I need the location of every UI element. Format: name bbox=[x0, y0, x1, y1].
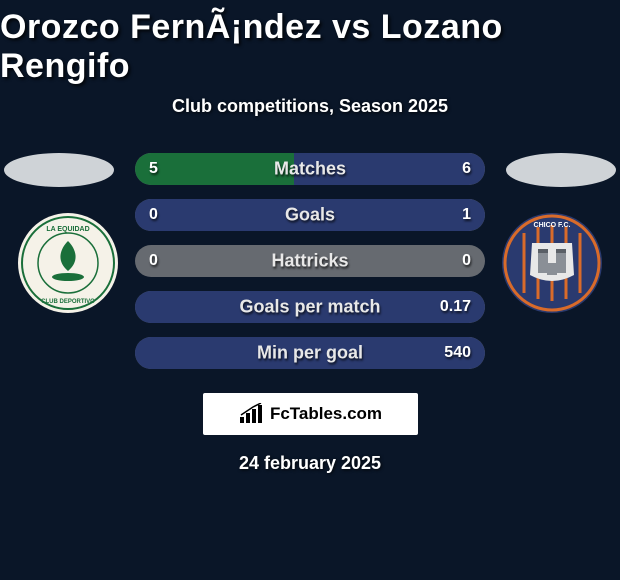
stat-label: Matches bbox=[274, 159, 346, 180]
stat-bar: 0.17 Goals per match bbox=[135, 291, 485, 323]
stat-fill-left bbox=[135, 153, 294, 185]
stat-bar: 0 1 Goals bbox=[135, 199, 485, 231]
stat-value-left: 5 bbox=[149, 160, 158, 178]
stat-label: Goals per match bbox=[239, 297, 380, 318]
stat-label: Min per goal bbox=[257, 343, 363, 364]
comparison-widget: Orozco FernÃ¡ndez vs Lozano Rengifo Club… bbox=[0, 0, 620, 580]
svg-text:CHICO F.C.: CHICO F.C. bbox=[534, 222, 571, 229]
fctables-icon bbox=[238, 403, 266, 425]
stat-value-right: 1 bbox=[462, 206, 471, 224]
stat-bar: 0 0 Hattricks bbox=[135, 245, 485, 277]
branding-badge: FcTables.com bbox=[203, 393, 418, 435]
left-shadow-ellipse bbox=[4, 153, 114, 187]
stat-bar: 5 6 Matches bbox=[135, 153, 485, 185]
page-title: Orozco FernÃ¡ndez vs Lozano Rengifo bbox=[0, 8, 620, 86]
stat-value-right: 6 bbox=[462, 160, 471, 178]
team-right-crest: CHICO F.C. bbox=[502, 213, 602, 313]
main-area: LA EQUIDAD CLUB DEPORTIVO bbox=[0, 153, 620, 369]
branding-text: FcTables.com bbox=[270, 404, 382, 424]
stat-value-right: 540 bbox=[444, 344, 471, 362]
right-shadow-ellipse bbox=[506, 153, 616, 187]
stat-value-right: 0 bbox=[462, 252, 471, 270]
date-text: 24 february 2025 bbox=[239, 453, 381, 474]
stat-bar: 540 Min per goal bbox=[135, 337, 485, 369]
svg-text:CLUB DEPORTIVO: CLUB DEPORTIVO bbox=[41, 299, 95, 305]
stat-value-left: 0 bbox=[149, 206, 158, 224]
stat-label: Goals bbox=[285, 205, 335, 226]
chico-fc-icon: CHICO F.C. bbox=[502, 213, 602, 313]
stat-value-left: 0 bbox=[149, 252, 158, 270]
svg-text:LA EQUIDAD: LA EQUIDAD bbox=[46, 226, 89, 233]
team-left-crest: LA EQUIDAD CLUB DEPORTIVO bbox=[18, 213, 118, 313]
la-equidad-icon: LA EQUIDAD CLUB DEPORTIVO bbox=[18, 213, 118, 313]
stat-label: Hattricks bbox=[271, 251, 348, 272]
subtitle: Club competitions, Season 2025 bbox=[172, 96, 448, 117]
stat-value-right: 0.17 bbox=[440, 298, 471, 316]
stats-bars: 5 6 Matches 0 1 Goals 0 0 Hattricks 0.17 Goals per… bbox=[135, 153, 485, 369]
